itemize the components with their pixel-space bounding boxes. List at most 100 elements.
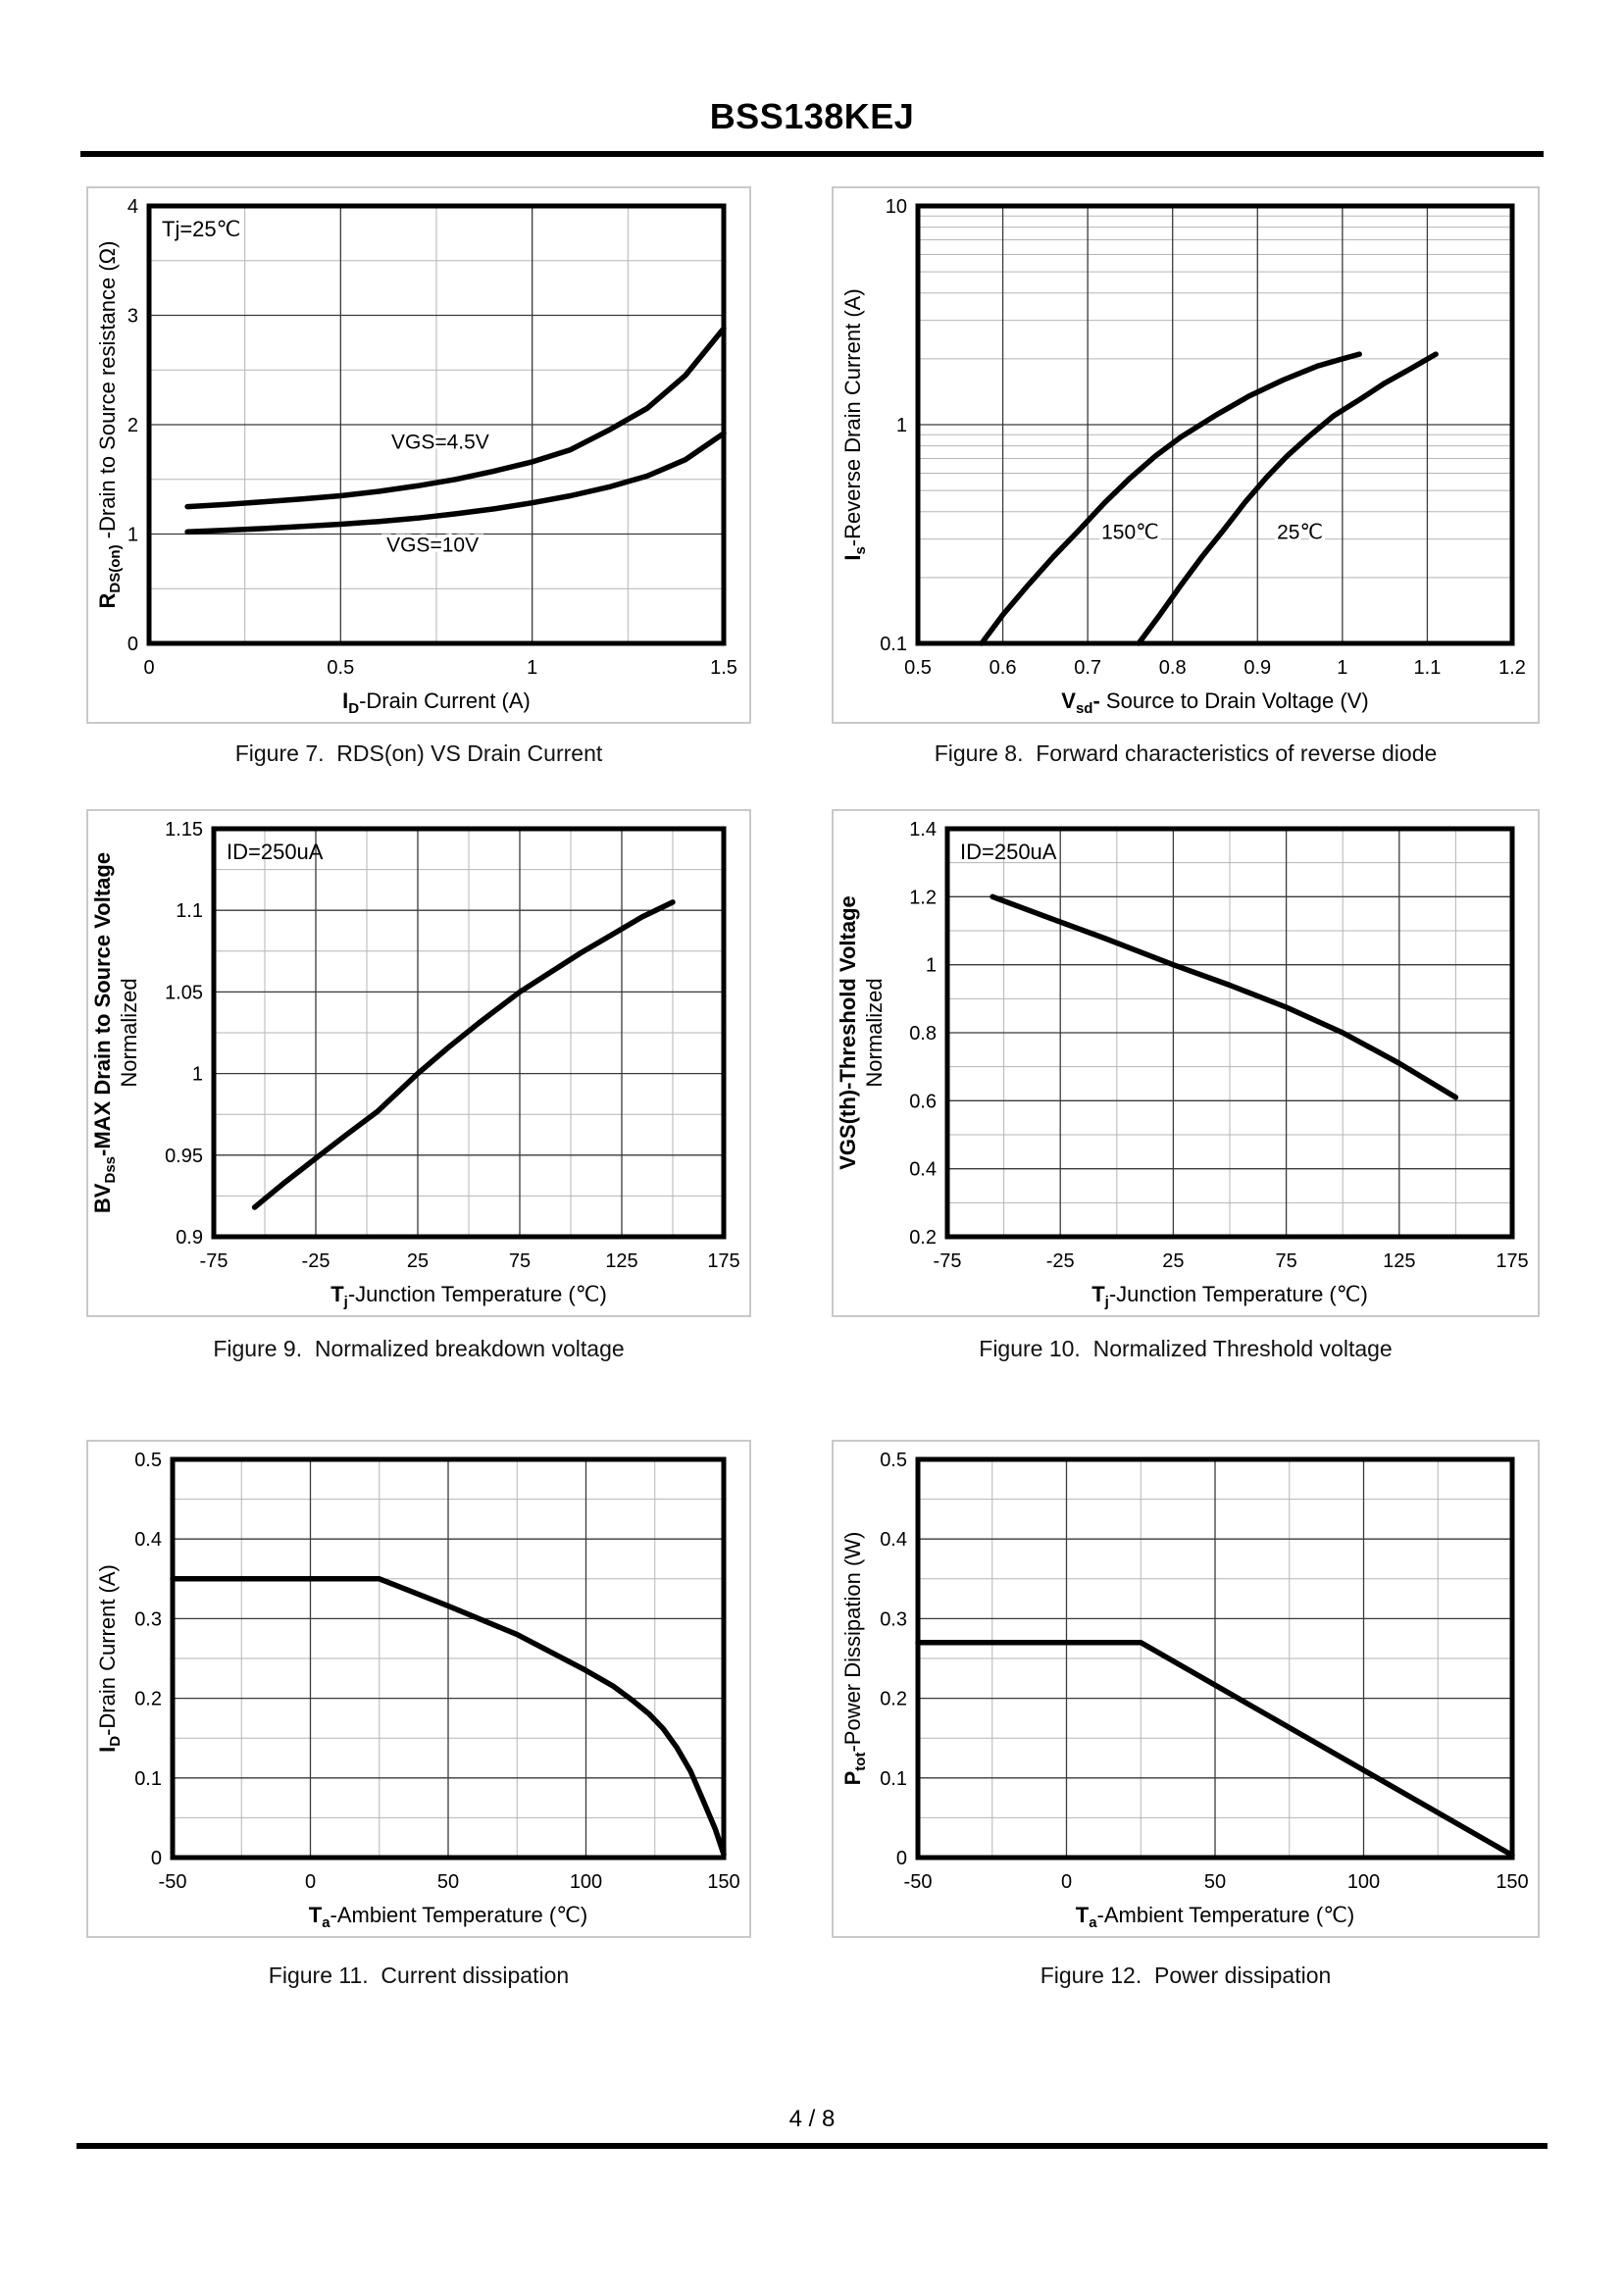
figure-12-caption: Figure 12. Power dissipation bbox=[1040, 1963, 1332, 1989]
svg-text:0.5: 0.5 bbox=[134, 1450, 162, 1471]
svg-text:1.5: 1.5 bbox=[710, 657, 737, 679]
figure-7-chart: VGS=4.5V VGS=10V Tj=25℃ 0 0.5 1 1.5 0 1 2 3 4 ID-Dra… bbox=[86, 186, 751, 725]
svg-text:-75: -75 bbox=[934, 1250, 962, 1272]
svg-text:-25: -25 bbox=[302, 1250, 330, 1272]
svg-text:ID-Drain Current (A): ID-Drain Current (A) bbox=[95, 1564, 124, 1753]
svg-text:VGS=10V: VGS=10V bbox=[386, 535, 479, 557]
svg-text:1: 1 bbox=[926, 955, 937, 977]
svg-text:50: 50 bbox=[437, 1871, 459, 1893]
svg-text:Vsd- Source to Drain Voltage (: Vsd- Source to Drain Voltage (V) bbox=[1061, 688, 1368, 717]
svg-text:ID=250uA: ID=250uA bbox=[960, 840, 1057, 864]
svg-text:-75: -75 bbox=[200, 1250, 228, 1272]
figure-11: -50 0 50 100 150 0 0.1 0.2 0.3 0.4 0.5 Ta-Ambient T… bbox=[86, 1440, 751, 1990]
svg-text:25℃: 25℃ bbox=[1277, 522, 1323, 544]
chart-svg: ID=250uA -75 -25 25 75 125 175 0.9 0.95 1 1.05 1.1 1… bbox=[88, 811, 749, 1316]
svg-text:0.5: 0.5 bbox=[327, 657, 354, 679]
chart-svg: 150℃ 25℃ 0.5 0.6 0.7 0.8 0.9 1 1.1 1.2 0.1 1 10 Vsd- … bbox=[834, 188, 1538, 723]
svg-text:0.8: 0.8 bbox=[1159, 657, 1187, 679]
svg-text:0.7: 0.7 bbox=[1074, 657, 1101, 679]
svg-text:Normalized: Normalized bbox=[862, 979, 887, 1088]
svg-text:Ta-Ambient Temperature (℃): Ta-Ambient Temperature (℃) bbox=[309, 1903, 588, 1931]
svg-text:0: 0 bbox=[896, 1848, 907, 1869]
svg-text:0: 0 bbox=[1061, 1871, 1072, 1893]
svg-text:75: 75 bbox=[509, 1250, 531, 1272]
svg-text:150℃: 150℃ bbox=[1101, 522, 1159, 544]
svg-text:Is-Reverse Drain Current (A): Is-Reverse Drain Current (A) bbox=[840, 289, 869, 561]
svg-text:150: 150 bbox=[707, 1871, 739, 1893]
svg-text:RDS(on) -Drain to Source resis: RDS(on) -Drain to Source resistance (Ω) bbox=[95, 241, 124, 609]
svg-text:75: 75 bbox=[1275, 1250, 1296, 1272]
svg-text:0.9: 0.9 bbox=[1243, 657, 1271, 679]
svg-text:150: 150 bbox=[1496, 1871, 1528, 1893]
figure-12: -50 0 50 100 150 0 0.1 0.2 0.3 0.4 0.5 Ta-Ambient T… bbox=[832, 1440, 1540, 1990]
svg-text:VGS(th)-Threshold Voltage: VGS(th)-Threshold Voltage bbox=[836, 895, 860, 1170]
svg-text:0: 0 bbox=[143, 657, 154, 679]
figure-10: ID=250uA -75 -25 25 75 125 175 0.2 0.4 0.6 0.8 1 1.2… bbox=[832, 809, 1540, 1440]
figure-11-caption: Figure 11. Current dissipation bbox=[268, 1963, 570, 1989]
svg-text:25: 25 bbox=[1162, 1250, 1184, 1272]
svg-text:0.4: 0.4 bbox=[909, 1159, 937, 1181]
svg-text:Tj-Junction Temperature (℃): Tj-Junction Temperature (℃) bbox=[1091, 1282, 1368, 1310]
svg-text:1.2: 1.2 bbox=[909, 888, 937, 909]
svg-text:1.1: 1.1 bbox=[1414, 657, 1442, 679]
svg-text:4: 4 bbox=[127, 196, 138, 218]
svg-text:1: 1 bbox=[127, 525, 138, 546]
figure-9-chart: ID=250uA -75 -25 25 75 125 175 0.9 0.95 1 1.05 1.1 1… bbox=[86, 809, 751, 1318]
svg-text:0.2: 0.2 bbox=[134, 1689, 162, 1710]
svg-text:0.8: 0.8 bbox=[909, 1023, 937, 1045]
figure-9-caption: Figure 9. Normalized breakdown voltage bbox=[213, 1336, 625, 1362]
svg-text:VGS=4.5V: VGS=4.5V bbox=[391, 432, 489, 454]
svg-text:100: 100 bbox=[1347, 1871, 1380, 1893]
svg-text:0: 0 bbox=[151, 1848, 162, 1869]
svg-text:25: 25 bbox=[407, 1250, 429, 1272]
svg-text:0.6: 0.6 bbox=[909, 1092, 937, 1113]
figure-10-chart: ID=250uA -75 -25 25 75 125 175 0.2 0.4 0.6 0.8 1 1.2… bbox=[832, 809, 1540, 1318]
svg-text:2: 2 bbox=[127, 415, 138, 436]
chart-svg: VGS=4.5V VGS=10V Tj=25℃ 0 0.5 1 1.5 0 1 2 3 4 ID-Dra… bbox=[88, 188, 749, 723]
svg-text:0.6: 0.6 bbox=[990, 657, 1017, 679]
svg-text:1.4: 1.4 bbox=[909, 819, 937, 841]
figure-8: 150℃ 25℃ 0.5 0.6 0.7 0.8 0.9 1 1.1 1.2 0.1 1 10 Vsd- … bbox=[832, 186, 1540, 809]
figure-7: VGS=4.5V VGS=10V Tj=25℃ 0 0.5 1 1.5 0 1 2 3 4 ID-Dra… bbox=[86, 186, 751, 809]
figure-9: ID=250uA -75 -25 25 75 125 175 0.9 0.95 1 1.05 1.1 1… bbox=[86, 809, 751, 1440]
svg-text:1: 1 bbox=[192, 1064, 203, 1086]
svg-text:1.15: 1.15 bbox=[165, 819, 203, 841]
svg-text:0.95: 0.95 bbox=[165, 1146, 203, 1167]
svg-text:0.2: 0.2 bbox=[880, 1689, 907, 1710]
chart-svg: ID=250uA -75 -25 25 75 125 175 0.2 0.4 0.6 0.8 1 1.2… bbox=[834, 811, 1538, 1316]
svg-text:100: 100 bbox=[570, 1871, 602, 1893]
svg-text:0.3: 0.3 bbox=[134, 1609, 162, 1631]
svg-text:-50: -50 bbox=[904, 1871, 933, 1893]
svg-text:1: 1 bbox=[1337, 657, 1347, 679]
svg-text:3: 3 bbox=[127, 306, 138, 328]
svg-text:1: 1 bbox=[896, 415, 907, 436]
svg-text:0.1: 0.1 bbox=[880, 1768, 907, 1790]
svg-text:Normalized: Normalized bbox=[117, 979, 141, 1088]
svg-text:Ta-Ambient Temperature (℃): Ta-Ambient Temperature (℃) bbox=[1076, 1903, 1355, 1931]
svg-text:175: 175 bbox=[1496, 1250, 1528, 1272]
svg-text:0.9: 0.9 bbox=[176, 1227, 203, 1249]
svg-text:125: 125 bbox=[1383, 1250, 1415, 1272]
svg-text:0.2: 0.2 bbox=[909, 1227, 937, 1249]
figure-8-caption: Figure 8. Forward characteristics of rev… bbox=[934, 740, 1438, 767]
svg-text:0.1: 0.1 bbox=[134, 1768, 162, 1790]
svg-text:1.1: 1.1 bbox=[176, 900, 203, 922]
page-footer: 4 / 8 bbox=[0, 2106, 1624, 2150]
svg-text:ID-Drain Current (A): ID-Drain Current (A) bbox=[342, 688, 531, 717]
svg-text:0.1: 0.1 bbox=[880, 634, 907, 655]
svg-text:0.4: 0.4 bbox=[134, 1529, 162, 1551]
svg-text:1.2: 1.2 bbox=[1498, 657, 1526, 679]
figure-11-chart: -50 0 50 100 150 0 0.1 0.2 0.3 0.4 0.5 Ta-Ambient T… bbox=[86, 1440, 751, 1939]
figure-8-chart: 150℃ 25℃ 0.5 0.6 0.7 0.8 0.9 1 1.1 1.2 0.1 1 10 Vsd- … bbox=[832, 186, 1540, 725]
svg-text:Ptot-Power Dissipation (W): Ptot-Power Dissipation (W) bbox=[840, 1532, 869, 1786]
header-rule bbox=[80, 151, 1544, 158]
svg-text:-50: -50 bbox=[159, 1871, 187, 1893]
svg-text:10: 10 bbox=[886, 196, 907, 218]
svg-text:0: 0 bbox=[305, 1871, 316, 1893]
svg-text:125: 125 bbox=[605, 1250, 637, 1272]
page-title: BSS138KEJ bbox=[709, 96, 915, 136]
svg-text:Tj-Junction Temperature (℃): Tj-Junction Temperature (℃) bbox=[330, 1282, 607, 1310]
svg-text:Tj=25℃: Tj=25℃ bbox=[162, 217, 240, 241]
